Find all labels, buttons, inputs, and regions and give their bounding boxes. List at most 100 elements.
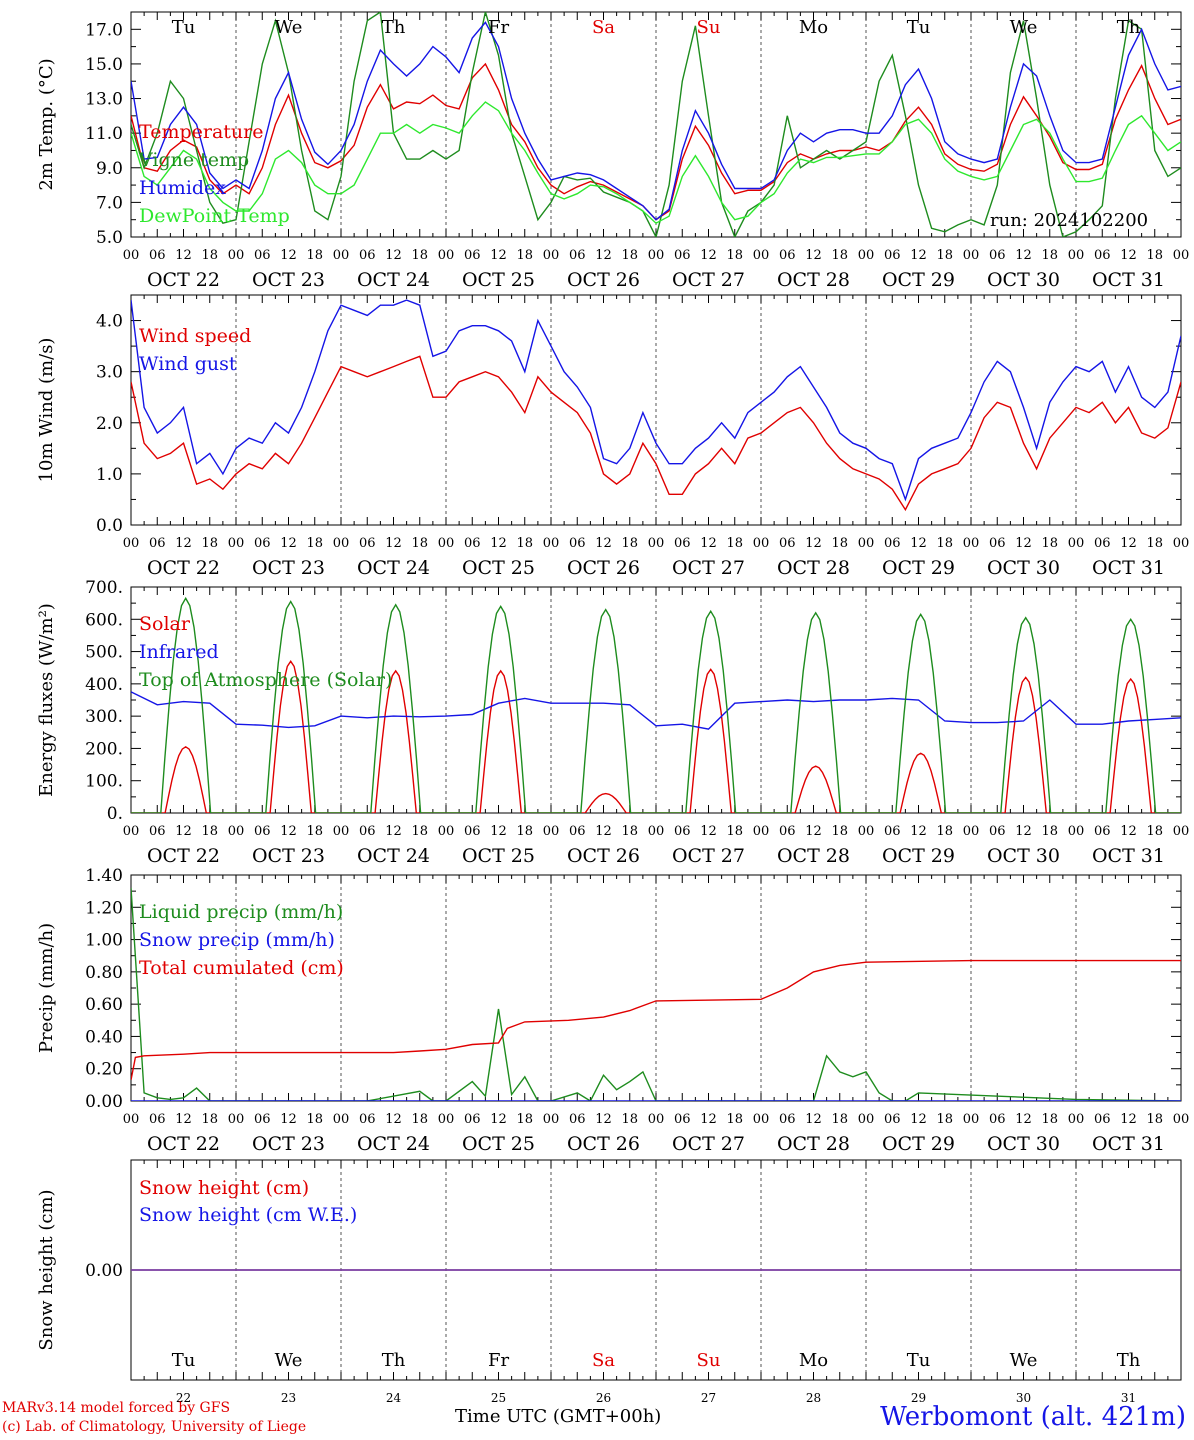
hour-tick-label: 12 — [490, 248, 507, 263]
hour-tick-label: 12 — [385, 1112, 402, 1127]
hour-tick-label: 00 — [1173, 248, 1190, 263]
hour-tick-label: 06 — [884, 824, 901, 839]
legend-entry: Liquid precip (mm/h) — [139, 901, 343, 923]
hour-tick-label: 00 — [963, 824, 980, 839]
weekday-label: Tu — [907, 17, 931, 38]
hour-tick-label: 06 — [359, 1112, 376, 1127]
hour-tick-label: 00 — [1173, 536, 1190, 551]
date-label: OCT 29 — [882, 269, 955, 291]
hour-tick-label: 12 — [1120, 536, 1137, 551]
series-line — [131, 887, 1181, 1101]
hour-tick-label: 18 — [621, 248, 638, 263]
weekday-label: Th — [1117, 1350, 1141, 1371]
weekday-label: Tu — [907, 1350, 931, 1371]
y-tick-label: 400. — [85, 675, 123, 695]
weekday-label: Su — [697, 1350, 721, 1371]
hour-tick-label: 18 — [936, 248, 953, 263]
hour-tick-label: 18 — [201, 824, 218, 839]
hour-tick-label: 00 — [1173, 824, 1190, 839]
hour-tick-label: 12 — [595, 824, 612, 839]
hour-tick-label: 12 — [1015, 248, 1032, 263]
hour-tick-label: 00 — [438, 536, 455, 551]
date-label: OCT 28 — [777, 269, 850, 291]
weekday-label: We — [275, 17, 303, 38]
hour-tick-label: 18 — [1041, 248, 1058, 263]
hour-tick-label: 12 — [490, 536, 507, 551]
y-tick-label: 11.0 — [85, 124, 123, 144]
hour-tick-label: 18 — [201, 536, 218, 551]
hour-tick-label: 06 — [674, 536, 691, 551]
hour-tick-label: 12 — [805, 1112, 822, 1127]
hour-tick-label: 06 — [464, 824, 481, 839]
hour-tick-label: 18 — [306, 248, 323, 263]
weekday-label: Tu — [172, 1350, 196, 1371]
hour-tick-label: 00 — [1173, 1112, 1190, 1127]
y-tick-label: 4.0 — [96, 312, 123, 332]
weekday-label: Th — [382, 1350, 406, 1371]
y-tick-label: 300. — [85, 707, 123, 727]
hour-tick-label: 18 — [726, 824, 743, 839]
hour-tick-label: 12 — [175, 1112, 192, 1127]
hour-tick-label: 00 — [543, 1112, 560, 1127]
hour-tick-label: 00 — [963, 536, 980, 551]
hour-tick-label: 12 — [805, 536, 822, 551]
y-axis-title: Energy fluxes (W/m²) — [36, 603, 57, 797]
hour-tick-label: 12 — [910, 248, 927, 263]
hour-tick-label: 12 — [910, 536, 927, 551]
date-label: OCT 25 — [462, 1133, 535, 1155]
legend-entry: Vigne temp — [138, 149, 249, 171]
y-tick-label: 0.20 — [85, 1060, 123, 1080]
station-name: Werbomont (alt. 421m) — [880, 1402, 1186, 1432]
hour-tick-label: 00 — [228, 824, 245, 839]
date-label: OCT 30 — [987, 845, 1060, 867]
series-line — [131, 299, 1181, 502]
model-credit: MARv3.14 model forced by GFS — [2, 1400, 231, 1416]
y-tick-label: 2.0 — [96, 414, 123, 434]
y-axis-title: 2m Temp. (°C) — [36, 58, 57, 190]
day-number-label: 24 — [386, 1391, 402, 1405]
y-tick-label: 100. — [85, 772, 123, 792]
hour-tick-label: 18 — [411, 1112, 428, 1127]
weekday-label: Th — [382, 17, 406, 38]
hour-tick-label: 00 — [753, 1112, 770, 1127]
hour-tick-label: 18 — [621, 1112, 638, 1127]
panel-2 — [130, 294, 1182, 526]
hour-tick-label: 00 — [753, 824, 770, 839]
hour-tick-label: 18 — [516, 824, 533, 839]
date-label: OCT 30 — [987, 269, 1060, 291]
lab-credit: (c) Lab. of Climatology, University of L… — [2, 1419, 307, 1435]
hour-tick-label: 00 — [333, 1112, 350, 1127]
hour-tick-label: 18 — [201, 1112, 218, 1127]
series-line — [131, 596, 1181, 813]
hour-tick-label: 00 — [333, 824, 350, 839]
hour-tick-label: 06 — [989, 536, 1006, 551]
hour-tick-label: 06 — [569, 1112, 586, 1127]
weekday-label: Su — [697, 17, 721, 38]
y-tick-label: 17.0 — [85, 20, 123, 40]
hour-tick-label: 12 — [910, 824, 927, 839]
weekday-label: Tu — [172, 17, 196, 38]
date-label: OCT 28 — [777, 557, 850, 579]
hour-tick-label: 18 — [936, 536, 953, 551]
legend-entry: Wind gust — [139, 353, 237, 375]
hour-tick-label: 12 — [1120, 248, 1137, 263]
hour-tick-label: 18 — [306, 536, 323, 551]
hour-tick-label: 06 — [674, 1112, 691, 1127]
day-number-label: 27 — [701, 1391, 716, 1405]
x-axis-title: Time UTC (GMT+00h) — [455, 1406, 662, 1427]
hour-tick-label: 00 — [228, 1112, 245, 1127]
hour-tick-label: 18 — [516, 1112, 533, 1127]
panel-3 — [130, 586, 1182, 814]
day-number-label: 28 — [806, 1391, 821, 1405]
date-label: OCT 28 — [777, 845, 850, 867]
y-tick-label: 0.0 — [96, 516, 123, 536]
hour-tick-label: 00 — [333, 248, 350, 263]
series-line — [131, 691, 1181, 730]
hour-tick-label: 12 — [385, 248, 402, 263]
hour-tick-label: 12 — [805, 248, 822, 263]
date-label: OCT 29 — [882, 557, 955, 579]
hour-tick-label: 18 — [1146, 248, 1163, 263]
hour-tick-label: 12 — [280, 824, 297, 839]
date-label: OCT 26 — [567, 1133, 640, 1155]
y-tick-label: 0.40 — [85, 1027, 123, 1047]
